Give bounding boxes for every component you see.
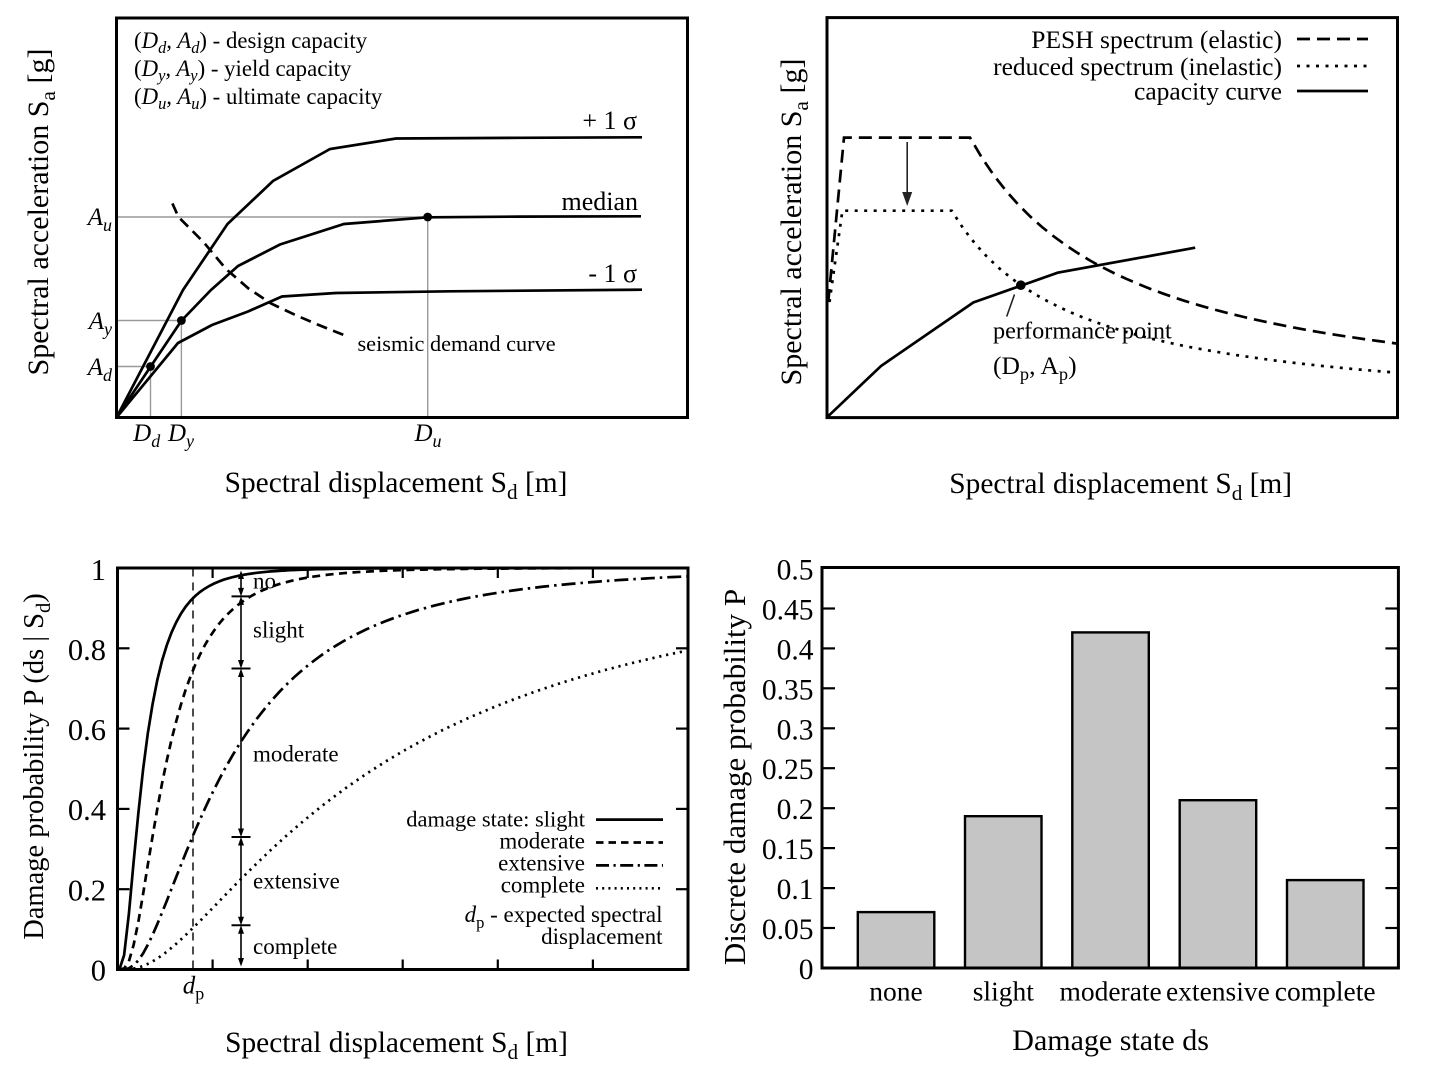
- svg-text:0.25: 0.25: [762, 754, 814, 786]
- svg-text:0.4: 0.4: [68, 793, 106, 827]
- svg-text:0: 0: [91, 954, 106, 988]
- svg-text:0.2: 0.2: [777, 794, 814, 826]
- svg-text:damage state: slight: damage state: slight: [406, 806, 585, 831]
- svg-text:none: none: [869, 976, 922, 1007]
- svg-text:0.3: 0.3: [777, 714, 814, 746]
- svg-text:slight: slight: [973, 976, 1034, 1007]
- svg-text:0: 0: [799, 954, 814, 986]
- svg-text:(Dd, Ad) - design capacity: (Dd, Ad) - design capacity: [134, 28, 368, 57]
- svg-text:Damage state ds: Damage state ds: [1012, 1024, 1209, 1057]
- svg-text:dp: dp: [183, 972, 205, 1003]
- svg-text:extensive: extensive: [498, 851, 585, 876]
- svg-text:(Dy, Ay) - yield capacity: (Dy, Ay) - yield capacity: [134, 56, 352, 85]
- svg-text:extensive: extensive: [253, 868, 340, 893]
- svg-text:0.35: 0.35: [762, 674, 814, 706]
- svg-text:complete: complete: [501, 873, 585, 898]
- svg-text:0.6: 0.6: [68, 713, 106, 747]
- svg-text:0.8: 0.8: [68, 633, 106, 667]
- svg-text:0.2: 0.2: [68, 873, 106, 907]
- svg-text:dp - expected spectral: dp - expected spectral: [465, 902, 663, 932]
- svg-text:slight: slight: [253, 618, 305, 643]
- svg-text:- 1 σ: - 1 σ: [588, 259, 637, 288]
- svg-text:0.4: 0.4: [777, 634, 814, 666]
- svg-text:reduced spectrum (inelastic): reduced spectrum (inelastic): [993, 52, 1282, 81]
- svg-text:seismic demand curve: seismic demand curve: [358, 331, 556, 356]
- svg-text:Au: Au: [86, 204, 112, 235]
- svg-text:moderate: moderate: [253, 742, 339, 767]
- svg-text:Discrete damage probability P: Discrete damage probability P: [717, 589, 752, 965]
- svg-text:+ 1 σ: + 1 σ: [582, 106, 637, 135]
- svg-text:0.1: 0.1: [777, 874, 814, 906]
- svg-text:no: no: [253, 569, 276, 594]
- svg-text:(Du, Au) - ultimate capacity: (Du, Au) - ultimate capacity: [134, 84, 383, 113]
- svg-text:Spectral acceleration Sa [g]: Spectral acceleration Sa [g]: [775, 59, 813, 386]
- svg-text:Spectral acceleration Sa [g]: Spectral acceleration Sa [g]: [22, 49, 60, 376]
- svg-text:moderate: moderate: [499, 828, 585, 853]
- svg-text:capacity curve: capacity curve: [1134, 77, 1282, 106]
- svg-text:Damage probability P (ds | Sd): Damage probability P (ds | Sd): [19, 593, 55, 940]
- svg-text:complete: complete: [253, 934, 337, 959]
- svg-text:0.45: 0.45: [762, 595, 814, 627]
- svg-text:PESH spectrum (elastic): PESH spectrum (elastic): [1031, 25, 1282, 54]
- svg-text:median: median: [561, 187, 638, 216]
- svg-text:0.05: 0.05: [762, 914, 814, 946]
- svg-text:performance point: performance point: [993, 317, 1172, 344]
- svg-text:displacement: displacement: [541, 924, 663, 949]
- svg-text:extensive: extensive: [1166, 976, 1270, 1007]
- svg-text:moderate: moderate: [1059, 976, 1161, 1007]
- svg-text:0.15: 0.15: [762, 834, 814, 866]
- svg-text:complete: complete: [1275, 976, 1376, 1007]
- svg-text:0.5: 0.5: [777, 555, 814, 587]
- svg-text:1: 1: [91, 553, 106, 587]
